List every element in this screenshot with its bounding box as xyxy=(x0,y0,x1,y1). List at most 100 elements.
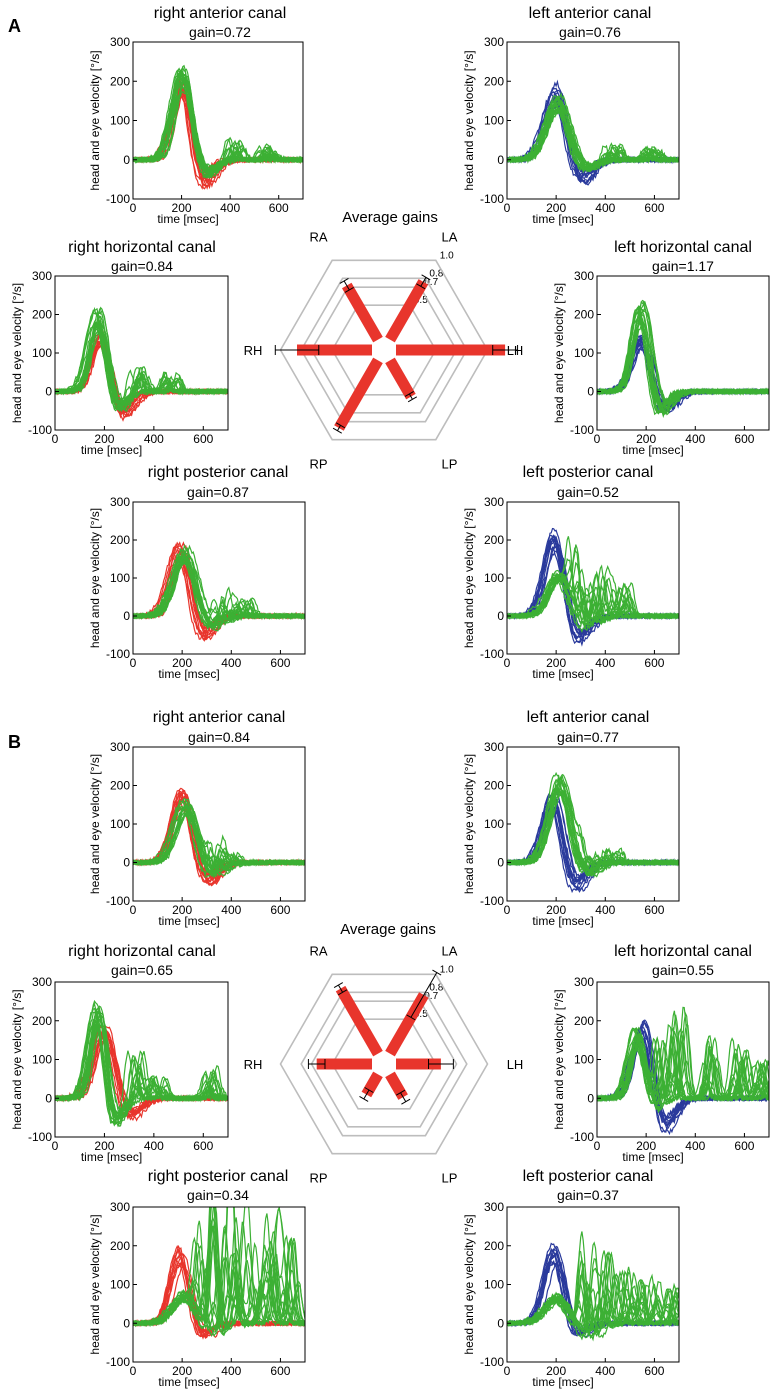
x-tick-label: 400 xyxy=(595,1364,615,1378)
radar-axis-label-lh: LH xyxy=(507,343,524,358)
y-tick-label: 300 xyxy=(484,495,504,509)
y-axis-label: head and eye velocity [°/s] xyxy=(552,989,566,1129)
eye-trace xyxy=(133,1207,305,1330)
radar-ring-label: 0.7 xyxy=(424,991,438,1002)
plot-gain-a-lh: gain=1.17 xyxy=(652,258,714,274)
y-tick-label: 200 xyxy=(32,308,52,322)
x-tick-label: 400 xyxy=(221,1364,241,1378)
radar-error-bar xyxy=(338,984,344,993)
eye-trace xyxy=(133,74,303,180)
y-tick-label: 0 xyxy=(123,856,130,870)
x-axis-label: time [msec] xyxy=(158,667,219,681)
x-tick-label: 600 xyxy=(734,432,754,446)
head-trace xyxy=(507,793,679,893)
radar-axis-label-ra: RA xyxy=(309,944,327,959)
eye-trace xyxy=(133,67,303,170)
x-tick-label: 0 xyxy=(504,656,511,670)
plot-title-b-rp: right posterior canal xyxy=(148,1168,289,1185)
eye-trace xyxy=(55,1009,228,1115)
radar-axis-label-ra: RA xyxy=(309,230,327,245)
radar-bar-lh xyxy=(396,344,506,356)
eye-trace xyxy=(597,1024,769,1110)
y-tick-label: 100 xyxy=(110,1278,130,1292)
radar-bar-rp xyxy=(361,1071,383,1098)
radar-error-bar xyxy=(343,280,350,291)
y-tick-label: 100 xyxy=(110,571,130,585)
traces xyxy=(507,79,679,186)
eye-trace xyxy=(133,807,305,873)
plot-gain-b-la: gain=0.77 xyxy=(557,729,619,745)
x-tick-label: 400 xyxy=(221,903,241,917)
plot-title-b-lp: left posterior canal xyxy=(523,1168,654,1185)
radar-bar-la xyxy=(385,992,429,1057)
y-tick-label: 100 xyxy=(32,1053,52,1067)
x-tick-label: 600 xyxy=(270,656,290,670)
radar-axis-label-rp: RP xyxy=(309,1170,327,1185)
radar-axis-label-lp: LP xyxy=(442,456,458,471)
plot-title-b-ra: right anterior canal xyxy=(153,709,286,726)
x-tick-label: 400 xyxy=(595,903,615,917)
charts-layer: 0 200 400 600 -100 0 100 200 300 time [msec] head … xyxy=(10,35,770,1389)
radar-bar-ra xyxy=(335,985,383,1057)
y-tick-label: 200 xyxy=(110,779,130,793)
y-tick-label: -100 xyxy=(106,647,130,661)
eye-trace xyxy=(597,315,769,416)
x-axis-label: time [msec] xyxy=(622,1150,683,1164)
x-tick-label: 0 xyxy=(504,201,511,215)
radar-error-bar xyxy=(410,972,438,1018)
x-tick-label: 200 xyxy=(172,1364,192,1378)
plot-title-b-rh: right horizontal canal xyxy=(68,943,216,960)
plot-gain-b-rh: gain=0.65 xyxy=(111,962,173,978)
radar-axis-label-rh: RH xyxy=(244,343,263,358)
x-tick-label: 200 xyxy=(546,1364,566,1378)
x-tick-label: 0 xyxy=(52,1139,59,1153)
x-tick-label: 200 xyxy=(94,1139,114,1153)
plot-gain-b-lh: gain=0.55 xyxy=(652,962,714,978)
y-tick-label: 200 xyxy=(484,1239,504,1253)
eye-trace xyxy=(55,307,228,411)
x-tick-label: 600 xyxy=(644,903,664,917)
plot-title-a-la: left anterior canal xyxy=(529,5,652,22)
radar-axis-label-lh: LH xyxy=(507,1057,524,1072)
radar-error-cap xyxy=(338,989,348,996)
x-axis-label: time [msec] xyxy=(158,1375,219,1389)
x-axis-label: time [msec] xyxy=(157,212,218,226)
plot-frame xyxy=(54,275,229,431)
radar-error-cap xyxy=(335,422,346,429)
y-tick-label: 200 xyxy=(110,1239,130,1253)
plot-gain-a-la: gain=0.76 xyxy=(559,24,621,40)
y-tick-label: 200 xyxy=(574,1014,594,1028)
y-tick-label: -100 xyxy=(28,423,52,437)
x-tick-label: 200 xyxy=(172,903,192,917)
y-tick-label: 100 xyxy=(574,1053,594,1067)
plot-gain-a-ra: gain=0.72 xyxy=(189,24,251,40)
radar-error-bar xyxy=(408,393,413,400)
traces xyxy=(133,64,303,190)
y-tick-label: 100 xyxy=(484,1278,504,1292)
y-tick-label: 100 xyxy=(484,114,504,128)
x-tick-label: 0 xyxy=(130,1364,137,1378)
eye-trace xyxy=(597,1014,769,1111)
y-tick-label: 0 xyxy=(497,1316,504,1330)
plot-gain-a-rp: gain=0.87 xyxy=(187,484,249,500)
x-tick-label: 600 xyxy=(734,1139,754,1153)
eye-trace xyxy=(55,322,228,412)
y-axis-label: head and eye velocity [°/s] xyxy=(88,754,102,894)
radar-error-cap xyxy=(421,274,431,281)
x-tick-label: 200 xyxy=(546,903,566,917)
radar-ring-label: 1.0 xyxy=(440,964,454,975)
radar-ring-label: 0.7 xyxy=(424,277,438,288)
plot-title-b-la: left anterior canal xyxy=(527,709,650,726)
radar-bar-rh xyxy=(297,344,372,356)
eye-trace xyxy=(597,1026,769,1102)
plot-title-b-lh: left horizontal canal xyxy=(614,943,752,960)
traces xyxy=(507,1231,679,1342)
radar-error-cap xyxy=(407,396,418,403)
radar-axis-label-la: LA xyxy=(442,230,458,245)
traces xyxy=(507,527,679,647)
radar-error-cap xyxy=(401,1098,411,1105)
x-tick-label: 200 xyxy=(636,432,656,446)
